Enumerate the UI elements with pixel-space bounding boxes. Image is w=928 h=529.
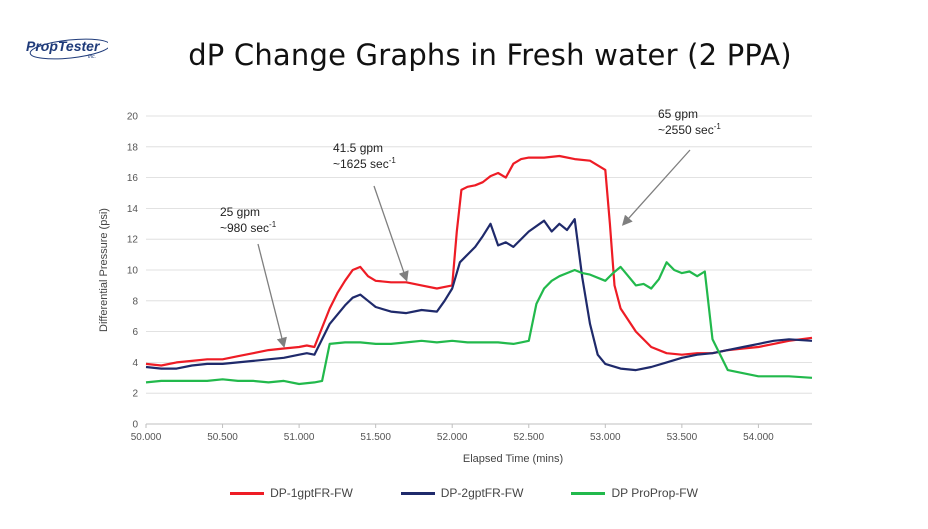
x-tick-label: 52.500 — [513, 432, 544, 443]
legend-item-2: DP ProProp-FW — [571, 486, 698, 500]
slide-title: dP Change Graphs in Fresh water (2 PPA) — [188, 38, 792, 72]
legend-label: DP-1gptFR-FW — [270, 486, 353, 500]
x-tick-label: 52.000 — [437, 432, 468, 443]
series-line-2 — [145, 261, 813, 386]
annotations: 25 gpm~980 sec-141.5 gpm~1625 sec-165 gp… — [220, 107, 721, 349]
x-axis-label: Elapsed Time (mins) — [463, 453, 563, 465]
y-tick-label: 8 — [132, 296, 138, 307]
legend-label: DP-2gptFR-FW — [440, 486, 524, 500]
legend-swatch — [400, 491, 435, 495]
x-tick-label: 53.000 — [590, 432, 621, 443]
legend-item-1: DP-2gptFR-FW — [400, 486, 524, 500]
legend: DP-1gptFR-FW DP-2gptFR-FW DP ProProp-FW — [0, 486, 928, 500]
annotation-shear-rate: ~980 sec-1 — [220, 220, 277, 235]
annotation-shear-value: ~980 sec — [220, 221, 269, 235]
legend-item-0: DP-1gptFR-FW — [230, 486, 353, 500]
series-line-0 — [145, 154, 813, 367]
x-tick-label: 50.500 — [207, 432, 238, 443]
tick-labels: 0 2 4 6 8 10 12 14 16 18 20 50.000 50.500 51.000 51.50… — [127, 112, 774, 444]
annotation-superscript: -1 — [389, 156, 397, 165]
annotation-flow-rate: 41.5 gpm — [333, 141, 383, 155]
x-tick-label: 53.500 — [667, 432, 698, 443]
grid-lines — [146, 115, 812, 394]
y-tick-label: 0 — [132, 420, 138, 431]
y-tick-label: 4 — [132, 358, 138, 369]
annotation-arrow — [373, 185, 409, 282]
annotation-shear-rate: ~1625 sec-1 — [333, 156, 396, 171]
proptester-logo: PropTester Inc. — [26, 38, 108, 60]
annotation-superscript: -1 — [269, 220, 277, 229]
y-tick-label: 20 — [127, 112, 139, 123]
x-tick-label: 51.000 — [284, 432, 315, 443]
annotation-shear-rate: ~2550 sec-1 — [658, 122, 721, 137]
annotation-arrow — [621, 149, 691, 226]
series-lines — [145, 154, 813, 386]
series-line-1 — [145, 218, 813, 372]
y-tick-label: 14 — [127, 204, 139, 215]
legend-swatch — [571, 491, 606, 495]
legend-swatch — [230, 491, 265, 495]
y-tick-label: 12 — [127, 235, 139, 246]
annotation-flow-rate: 25 gpm — [220, 205, 260, 219]
y-tick-label: 6 — [132, 327, 138, 338]
x-tick-label: 54.000 — [743, 432, 774, 443]
x-tick-label: 50.000 — [131, 432, 162, 443]
y-tick-label: 16 — [127, 173, 139, 184]
y-tick-label: 10 — [127, 266, 139, 277]
annotation-shear-value: ~2550 sec — [658, 123, 714, 137]
y-tick-label: 18 — [127, 142, 139, 153]
axes — [145, 423, 812, 428]
annotation-shear-value: ~1625 sec — [333, 157, 389, 171]
annotation-superscript: -1 — [714, 122, 722, 131]
x-tick-label: 51.500 — [360, 432, 391, 443]
annotation-arrow — [257, 243, 287, 349]
svg-text:PropTester: PropTester — [26, 38, 101, 54]
annotation-flow-rate: 65 gpm — [658, 107, 698, 121]
legend-label: DP ProProp-FW — [611, 486, 698, 500]
svg-text:Inc.: Inc. — [88, 54, 96, 60]
y-tick-label: 2 — [132, 389, 138, 400]
y-axis-label: Differential Pressure (psi) — [98, 208, 110, 332]
